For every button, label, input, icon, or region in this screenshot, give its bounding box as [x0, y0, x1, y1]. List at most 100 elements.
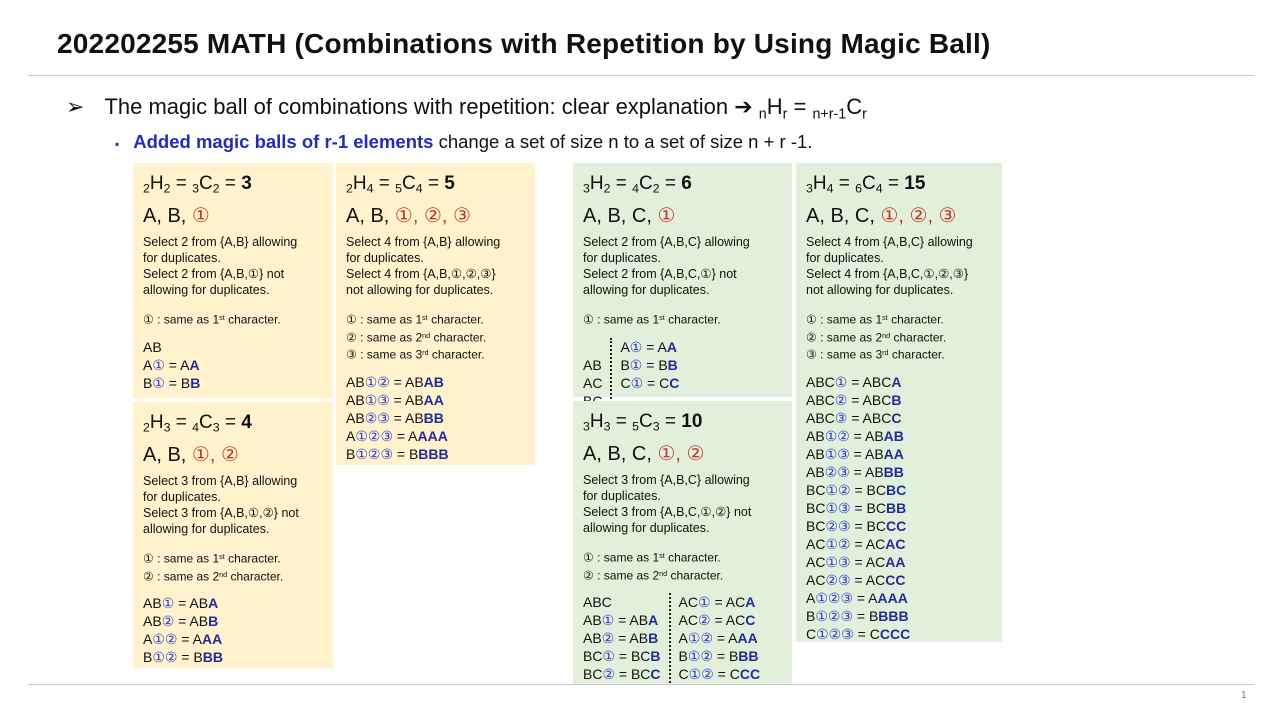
- magic-ball: ①②: [688, 666, 714, 683]
- expanded: AAA: [877, 589, 908, 606]
- card-3H4: 3H4 = 6C4 = 15 A, B, C, ①, ②, ③ Select 4 f…: [796, 163, 1002, 642]
- result-row: AB①② = ABAB: [346, 373, 449, 391]
- result-row: AB②③ = ABBB: [346, 409, 449, 427]
- prefix: AC: [678, 594, 698, 611]
- prefix: BC: [806, 481, 826, 498]
- t: : same as 3: [356, 347, 423, 362]
- description-line: for duplicates.: [143, 251, 221, 265]
- t: : same as 1: [816, 312, 883, 327]
- h: H: [812, 173, 827, 194]
- result-row: A① = AA: [143, 356, 200, 374]
- arrow-bullet-icon: ➢: [66, 94, 85, 119]
- magic-ball: ①②: [364, 373, 390, 390]
- eq: = BC: [615, 666, 651, 683]
- plain-elements: A, B, C,: [583, 443, 658, 465]
- eq: = A: [713, 630, 738, 647]
- ordinal: st: [219, 552, 225, 561]
- description-line: Select 2 from {A,B,①} not: [143, 267, 285, 281]
- t: : same as 3: [816, 347, 883, 362]
- description-line: Select 3 from {A,B,C} allowing: [583, 473, 750, 487]
- ordinal: nd: [219, 569, 228, 579]
- card-description: Select 4 from {A,B} allowing for duplicat…: [346, 234, 525, 298]
- expanded: CCC: [879, 625, 911, 642]
- expanded: A: [208, 595, 219, 612]
- circle: ③: [806, 347, 817, 362]
- eq: = BC: [850, 499, 886, 516]
- magic-balls: ①: [191, 205, 210, 227]
- circle: ①: [583, 312, 594, 327]
- card-value: 4: [241, 412, 252, 433]
- magic-ball: ①③: [825, 553, 851, 570]
- t: : same as 2: [153, 569, 220, 584]
- prefix: AC: [678, 612, 698, 629]
- bullet-sub: ▪ Added magic balls of r-1 elements chan…: [115, 131, 812, 153]
- n: 3: [583, 419, 590, 434]
- ordinal: nd: [422, 330, 431, 340]
- note-line: ② : same as 2nd character.: [806, 328, 992, 346]
- ordinal: nd: [882, 330, 891, 340]
- magic-ball: ②: [834, 391, 848, 408]
- result-row: AB② = ABB: [143, 612, 223, 630]
- t: character.: [427, 312, 484, 327]
- magic-ball: ①②: [824, 427, 850, 444]
- card-elements: A, B, C, ①: [583, 203, 782, 228]
- prefix: AB: [143, 595, 162, 612]
- magic-ball: ①: [698, 594, 711, 611]
- result-column: AB①② = ABAB AB①③ = ABAA AB②③ = ABBB A①②③ = …: [346, 373, 457, 463]
- expanded: A: [189, 356, 200, 373]
- card-elements: A, B, ①, ②: [143, 442, 323, 467]
- m: 3: [192, 181, 200, 196]
- card-2H3: 2H3 = 4C3 = 4 A, B, ①, ② Select 3 from {A,…: [133, 402, 333, 668]
- prefix: AB: [583, 612, 602, 629]
- result-row: AC①② = ACAC: [806, 535, 910, 553]
- c: C: [402, 173, 416, 194]
- magic-ball: ②: [698, 612, 711, 629]
- r: 2: [212, 181, 220, 196]
- magic-ball: ②③: [364, 409, 390, 426]
- eq: = C: [643, 374, 670, 391]
- magic-ball: ①: [629, 338, 643, 355]
- card-2H2: 2H2 = 3C2 = 3 A, B, ① Select 2 from {A,B} …: [133, 163, 333, 398]
- card-value: 3: [241, 173, 252, 194]
- expanded: C: [745, 612, 756, 629]
- card-description: Select 3 from {A,B,C} allowing for duplic…: [583, 472, 782, 536]
- prefix: BC: [583, 666, 603, 683]
- r: 4: [366, 181, 374, 196]
- prefix: AB: [143, 338, 162, 355]
- expanded: B: [648, 630, 659, 647]
- expanded: B: [891, 391, 902, 408]
- expanded: BB: [202, 649, 223, 666]
- card-notes: ① : same as 1st character. ② : same as 2n…: [806, 310, 992, 363]
- t: : same as 1: [356, 312, 423, 327]
- result-row: B①②③ = BBBB: [346, 445, 449, 463]
- result-column: ABC① = ABCA ABC② = ABCB ABC③ = ABCC AB①② = …: [806, 373, 918, 643]
- prefix: B: [143, 374, 153, 391]
- prefix: AB: [806, 427, 825, 444]
- eq: = A: [642, 338, 667, 355]
- card-elements: A, B, C, ①, ②: [583, 441, 782, 466]
- expanded: B: [190, 374, 201, 391]
- card-notes: ① : same as 1st character. ② : same as 2n…: [583, 548, 782, 583]
- expanded: C: [891, 409, 902, 426]
- description-line: allowing for duplicates.: [143, 283, 270, 297]
- c: C: [199, 412, 213, 433]
- c: C: [199, 173, 213, 194]
- eq: = AB: [174, 613, 209, 630]
- card-results: AB① = ABA AB② = ABB A①② = AAA B①② = BBB: [143, 594, 323, 666]
- slide-title: 202202255 MATH (Combinations with Repeti…: [57, 28, 991, 59]
- eq: = ABC: [847, 373, 892, 390]
- prefix: C: [678, 666, 689, 683]
- card-results: ABC AB① = ABA AB② = ABB BC① = BCB BC② = BCC A…: [583, 593, 782, 684]
- result-row: AB: [143, 338, 200, 356]
- prefix: B: [346, 445, 356, 462]
- prefix: AB: [806, 445, 825, 462]
- ordinal: st: [422, 313, 428, 322]
- expanded: A: [891, 373, 902, 390]
- result-row: B①②③ = BBBB: [806, 607, 910, 625]
- h: H: [589, 411, 604, 432]
- circle: ②: [806, 330, 817, 345]
- note-line: ① : same as 1st character.: [143, 310, 323, 328]
- expanded: A: [666, 338, 678, 355]
- result-row: AC②③ = ACCC: [806, 571, 910, 589]
- magic-ball: ①②③: [815, 607, 853, 624]
